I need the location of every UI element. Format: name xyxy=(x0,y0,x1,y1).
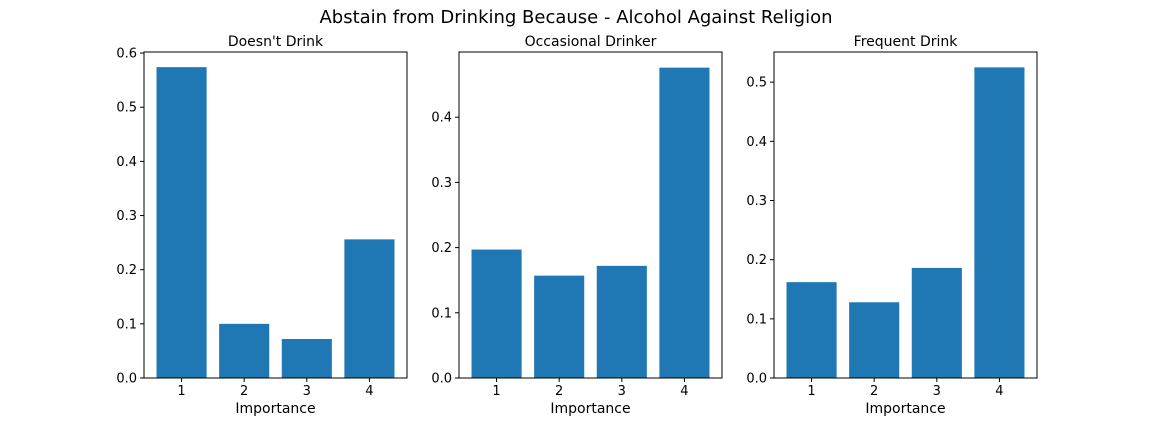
y-tick-label: 0.4 xyxy=(746,135,767,150)
bar-4 xyxy=(659,67,710,378)
bar-1 xyxy=(786,282,837,378)
x-axis-label: Importance xyxy=(235,401,315,417)
y-tick-label: 0.1 xyxy=(746,312,767,327)
y-tick-label: 0.2 xyxy=(746,253,767,268)
y-tick-label: 0.3 xyxy=(116,209,137,224)
y-tick-label: 0.1 xyxy=(431,306,452,321)
x-tick-label: 1 xyxy=(807,384,815,399)
bar-2 xyxy=(219,323,270,378)
x-axis-label: Importance xyxy=(550,401,630,417)
y-tick-label: 0.3 xyxy=(746,194,767,209)
x-tick-label: 2 xyxy=(555,384,563,399)
x-tick-label: 3 xyxy=(933,384,941,399)
bar-4 xyxy=(344,239,395,378)
y-tick-label: 0.2 xyxy=(431,241,452,256)
y-tick-label: 0.5 xyxy=(116,101,137,116)
bar-1 xyxy=(156,67,207,379)
subplot-2: 0.0 0.1 0.2 0.3 0.4 1 2 3 4 Occasional Drinker Imp… xyxy=(431,34,723,417)
y-tick-label: 0.0 xyxy=(746,372,767,387)
subplot-title: Doesn't Drink xyxy=(228,34,324,50)
y-tick-label: 0.2 xyxy=(116,263,137,278)
bar-2 xyxy=(534,275,585,378)
x-tick-label: 1 xyxy=(492,384,500,399)
bar-3 xyxy=(911,267,962,378)
x-tick-label: 3 xyxy=(618,384,626,399)
bar-1 xyxy=(471,249,522,378)
bar-3 xyxy=(281,339,332,378)
bar-3 xyxy=(596,265,647,378)
x-tick-label: 1 xyxy=(177,384,185,399)
subplots: 0.0 0.1 0.2 0.3 0.4 0.5 0.6 1 2 3 4 Doesn't Drink Im… xyxy=(116,34,1038,417)
axes-frame xyxy=(143,51,408,379)
subplot-title: Occasional Drinker xyxy=(525,34,657,50)
x-tick-label: 4 xyxy=(680,384,688,399)
y-tick-label: 0.3 xyxy=(431,176,452,191)
subplot-title: Frequent Drink xyxy=(854,34,959,50)
figure-title: Abstain from Drinking Because - Alcohol … xyxy=(319,7,832,28)
x-tick-label: 2 xyxy=(240,384,248,399)
x-axis-label: Importance xyxy=(865,401,945,417)
subplot-3: 0.0 0.1 0.2 0.3 0.4 0.5 1 2 3 4 Frequent Drink Impo… xyxy=(746,34,1038,417)
x-tick-label: 3 xyxy=(303,384,311,399)
y-tick-label: 0.5 xyxy=(746,76,767,91)
x-tick-label: 4 xyxy=(365,384,373,399)
y-tick-label: 0.0 xyxy=(431,372,452,387)
bar-4 xyxy=(974,67,1025,379)
x-tick-label: 2 xyxy=(870,384,878,399)
axes-frame xyxy=(458,51,723,379)
x-tick-label: 4 xyxy=(995,384,1003,399)
y-tick-label: 0.6 xyxy=(116,47,137,62)
y-tick-label: 0.0 xyxy=(116,372,137,387)
subplot-1: 0.0 0.1 0.2 0.3 0.4 0.5 0.6 1 2 3 4 Doesn't Drink Im… xyxy=(116,34,408,417)
axes-frame xyxy=(773,51,1038,379)
bar-2 xyxy=(849,302,900,378)
y-tick-label: 0.4 xyxy=(116,155,137,170)
y-tick-label: 0.4 xyxy=(431,111,452,126)
y-tick-label: 0.1 xyxy=(116,317,137,332)
